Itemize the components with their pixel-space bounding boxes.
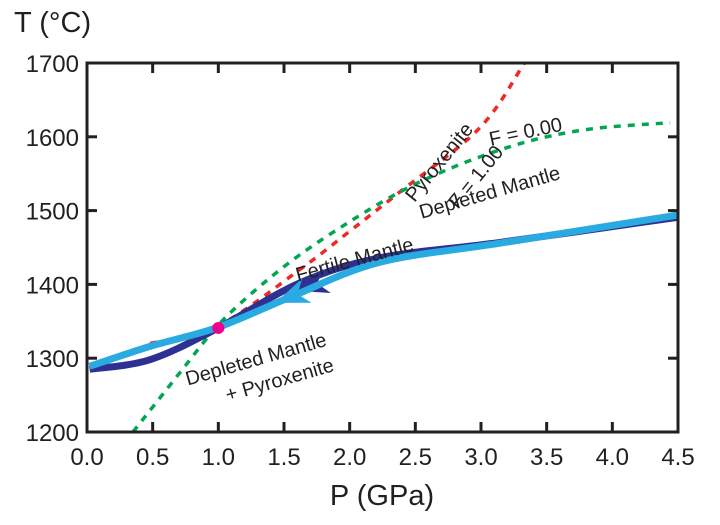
- x-tick-label: 0.0: [70, 444, 103, 471]
- x-tick-label: 2.0: [333, 444, 366, 471]
- x-tick-label: 4.0: [596, 444, 629, 471]
- y-tick-label: 1500: [26, 199, 79, 226]
- x-tick-label: 1.0: [202, 444, 235, 471]
- ticks-layer: [87, 63, 678, 432]
- y-tick-label: 1200: [26, 420, 79, 447]
- series-line-depleted-mantle-pyroxenite: [88, 211, 679, 370]
- x-tick-label: 4.5: [661, 444, 694, 471]
- series-line-depleted-mantle-f-0-00: [131, 121, 671, 434]
- y-tick-label: 1600: [26, 125, 79, 152]
- tick-labels-layer: 0.0 0.5 1.0 1.5 2.0 2.5 3.0 3.5 4.0 4.5 1200 1300 14…: [26, 51, 695, 471]
- y-tick-label: 1300: [26, 346, 79, 373]
- y-tick-label: 1400: [26, 272, 79, 299]
- plot-frame: [85, 61, 680, 434]
- intersection-point: [212, 321, 225, 334]
- y-axis-title: T (°C): [14, 7, 91, 39]
- x-tick-label: 3.5: [530, 444, 563, 471]
- x-tick-label: 2.5: [399, 444, 432, 471]
- curves-layer: [88, 62, 679, 434]
- x-tick-label: 1.5: [267, 444, 300, 471]
- x-tick-label: 0.5: [136, 444, 169, 471]
- arrowhead-depleted-mantle-pyroxenite: [275, 278, 312, 303]
- annotation-f000: F = 0.00: [487, 114, 564, 151]
- y-tick-label: 1700: [26, 51, 79, 78]
- x-tick-label: 3.0: [464, 444, 497, 471]
- x-axis-title: P (GPa): [330, 480, 434, 512]
